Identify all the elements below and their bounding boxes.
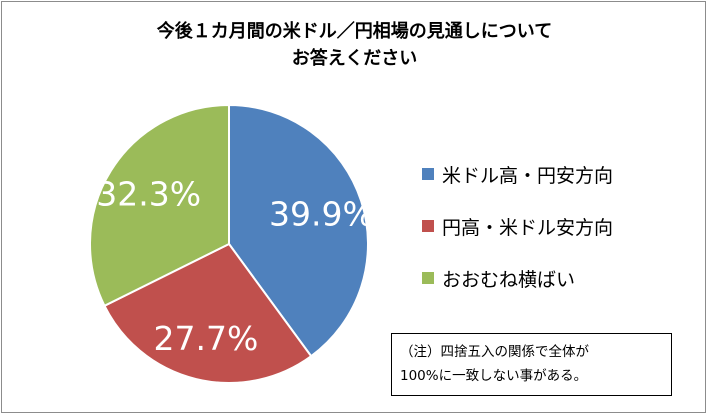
- footnote-box: （注）四捨五入の関係で全体が 100%に一致しない事がある。: [391, 333, 672, 396]
- chart-title-line-1: 今後１カ月間の米ドル／円相場の見通しについて: [156, 21, 553, 42]
- legend-swatch-green: [422, 272, 434, 284]
- footnote-line-2: 100%に一致しない事がある。: [400, 368, 588, 384]
- data-label-yen-strong: 27.7%: [154, 319, 259, 358]
- legend-label: 米ドル高・円安方向: [442, 164, 614, 187]
- data-label-flat: 32.3%: [96, 175, 201, 214]
- chart-title: 今後１カ月間の米ドル／円相場の見通しについて お答えください: [0, 18, 709, 72]
- pie-slice-flat: [89, 103, 230, 308]
- legend: 米ドル高・円安方向 円高・米ドル安方向 おおむね横ばい: [422, 160, 613, 316]
- legend-label: おおむね横ばい: [442, 268, 576, 291]
- chart-title-line-2: お答えください: [291, 48, 418, 69]
- pie-slice-yen-strong: [103, 242, 313, 384]
- legend-label: 円高・米ドル安方向: [442, 216, 614, 239]
- pie-slice-usd-strong: [228, 103, 369, 358]
- legend-item-yen-strong: 円高・米ドル安方向: [422, 212, 613, 240]
- legend-swatch-blue: [422, 168, 434, 180]
- data-label-usd-strong: 39.9%: [269, 194, 374, 233]
- legend-item-usd-strong: 米ドル高・円安方向: [422, 160, 613, 188]
- legend-item-flat: おおむね横ばい: [422, 264, 613, 292]
- footnote-line-1: （注）四捨五入の関係で全体が: [400, 344, 589, 360]
- legend-swatch-red: [422, 220, 434, 232]
